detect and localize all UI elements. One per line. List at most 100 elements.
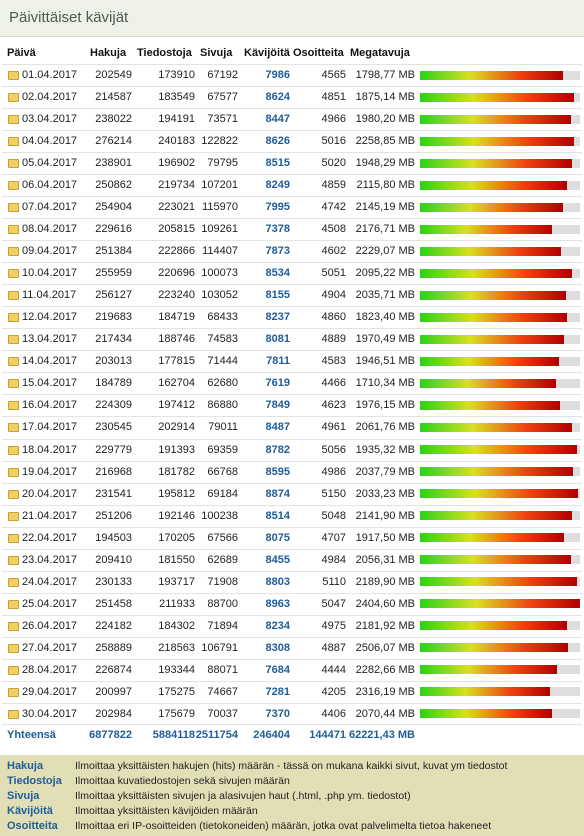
visitor-bar	[420, 643, 569, 653]
value-cell: 192146	[158, 509, 195, 522]
value-cell: 8081	[265, 333, 290, 346]
row-icon	[8, 445, 19, 455]
value-cell: 2316,19 MB	[355, 685, 415, 698]
value-cell: 67566	[207, 531, 238, 544]
row-separator	[2, 504, 582, 506]
date-cell: 10.04.2017	[22, 267, 78, 280]
value-cell: 107201	[201, 179, 238, 192]
row-icon	[8, 335, 19, 345]
value-cell: 229616	[95, 223, 132, 236]
value-cell: 254904	[95, 201, 132, 214]
row-separator	[2, 680, 582, 682]
row-icon	[8, 71, 19, 80]
date-cell: 21.04.2017	[22, 509, 78, 522]
total-cell: 62221,43 MB	[348, 728, 415, 741]
value-cell: 5048	[321, 509, 346, 522]
value-cell: 69184	[207, 487, 238, 500]
visitor-bar	[420, 665, 558, 675]
bar-track	[420, 621, 580, 631]
value-cell: 184789	[95, 377, 132, 390]
row-icon	[8, 203, 19, 213]
value-cell: 74583	[207, 333, 238, 346]
value-cell: 1980,20 MB	[355, 113, 415, 126]
value-cell: 220696	[158, 267, 195, 280]
value-cell: 71444	[207, 355, 238, 368]
legend-term: Sivuja	[7, 790, 40, 802]
visitor-bar	[420, 180, 568, 190]
value-cell: 170205	[158, 531, 195, 544]
value-cell: 5150	[321, 487, 346, 500]
row-icon	[8, 115, 19, 125]
row-icon	[8, 665, 19, 675]
row-icon	[8, 137, 19, 147]
bar-track	[420, 400, 580, 410]
value-cell: 4966	[321, 113, 346, 126]
row-separator	[2, 350, 582, 352]
value-cell: 4984	[321, 553, 346, 566]
visitor-bar	[420, 246, 561, 256]
visitor-bar	[420, 511, 572, 521]
row-separator	[2, 196, 582, 198]
value-cell: 216968	[95, 465, 132, 478]
legend: Hakuja Ilmoittaa yksittäisten hakujen (hi…	[0, 755, 584, 836]
value-cell: 4444	[321, 663, 346, 676]
value-cell: 4887	[321, 641, 346, 654]
bar-track	[420, 356, 580, 366]
row-icon	[8, 555, 19, 565]
row-icon	[8, 159, 19, 169]
row-separator	[2, 592, 582, 594]
value-cell: 230545	[95, 421, 132, 434]
value-cell: 1798,77 MB	[355, 69, 415, 81]
value-cell: 195812	[158, 487, 195, 500]
value-cell: 66768	[207, 465, 238, 478]
visitor-bar	[420, 356, 560, 366]
date-cell: 20.04.2017	[22, 487, 78, 500]
visitor-bar	[420, 224, 552, 234]
visitor-bar	[420, 467, 574, 477]
value-cell: 7370	[265, 707, 290, 720]
value-cell: 1948,29 MB	[355, 157, 415, 170]
value-cell: 100073	[201, 267, 238, 280]
date-cell: 30.04.2017	[22, 707, 78, 720]
date-cell: 16.04.2017	[22, 399, 78, 412]
row-separator	[2, 284, 582, 286]
value-cell: 194191	[158, 113, 195, 126]
date-cell: 29.04.2017	[22, 685, 78, 698]
total-cell: 5884118	[152, 728, 195, 741]
visitor-bar	[420, 400, 561, 410]
value-cell: 4904	[321, 289, 346, 302]
row-separator	[2, 174, 582, 176]
value-cell: 1917,50 MB	[355, 531, 415, 544]
value-cell: 4860	[321, 311, 346, 324]
bar-track	[420, 70, 580, 80]
value-cell: 219734	[158, 179, 195, 192]
date-cell: 28.04.2017	[22, 663, 78, 676]
value-cell: 115970	[202, 201, 238, 214]
value-cell: 1935,32 MB	[355, 443, 415, 456]
value-cell: 251206	[95, 509, 132, 522]
row-icon	[8, 181, 19, 191]
date-cell: 13.04.2017	[22, 333, 78, 346]
row-icon	[8, 489, 19, 499]
date-cell: 23.04.2017	[22, 553, 78, 566]
value-cell: 4986	[321, 465, 346, 478]
value-cell: 67577	[207, 91, 238, 104]
value-cell: 5047	[321, 597, 346, 610]
bar-track	[420, 665, 580, 675]
visitor-bar	[420, 709, 552, 719]
date-cell: 04.04.2017	[22, 135, 78, 148]
value-cell: 4565	[321, 69, 346, 81]
row-separator	[2, 658, 582, 660]
bar-track	[420, 114, 580, 124]
value-cell: 2189,90 MB	[355, 575, 415, 588]
bar-track	[420, 202, 580, 212]
value-cell: 8782	[265, 443, 290, 456]
value-cell: 7811	[266, 355, 290, 368]
bar-track	[420, 312, 580, 322]
value-cell: 203013	[95, 355, 132, 368]
value-cell: 1976,15 MB	[355, 399, 415, 412]
visitor-bar	[420, 687, 550, 697]
value-cell: 240183	[158, 135, 195, 148]
legend-text: Ilmoittaa kuvatiedostojen sekä sivujen m…	[75, 775, 290, 787]
row-icon	[8, 379, 19, 389]
